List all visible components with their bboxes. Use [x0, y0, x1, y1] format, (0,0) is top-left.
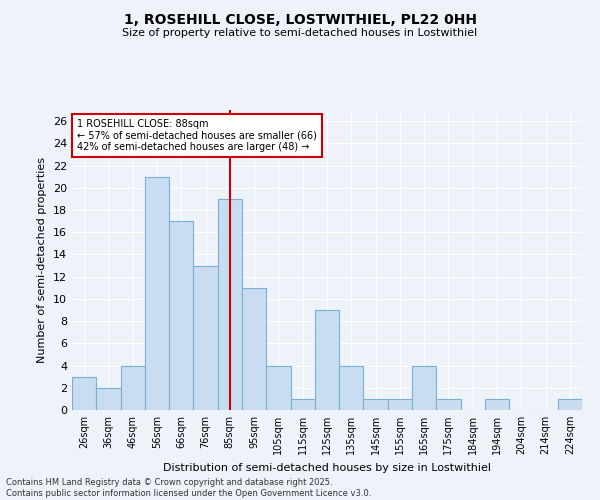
- Bar: [266, 366, 290, 410]
- Bar: [436, 399, 461, 410]
- Bar: [412, 366, 436, 410]
- Bar: [169, 221, 193, 410]
- Bar: [193, 266, 218, 410]
- Bar: [315, 310, 339, 410]
- Text: 1 ROSEHILL CLOSE: 88sqm
← 57% of semi-detached houses are smaller (66)
42% of se: 1 ROSEHILL CLOSE: 88sqm ← 57% of semi-de…: [77, 119, 317, 152]
- Bar: [558, 399, 582, 410]
- Bar: [145, 176, 169, 410]
- Bar: [72, 376, 96, 410]
- Bar: [485, 399, 509, 410]
- Bar: [242, 288, 266, 410]
- Bar: [388, 399, 412, 410]
- Bar: [218, 199, 242, 410]
- Y-axis label: Number of semi-detached properties: Number of semi-detached properties: [37, 157, 47, 363]
- Text: 1, ROSEHILL CLOSE, LOSTWITHIEL, PL22 0HH: 1, ROSEHILL CLOSE, LOSTWITHIEL, PL22 0HH: [124, 12, 476, 26]
- Bar: [96, 388, 121, 410]
- Text: Size of property relative to semi-detached houses in Lostwithiel: Size of property relative to semi-detach…: [122, 28, 478, 38]
- Bar: [364, 399, 388, 410]
- Bar: [290, 399, 315, 410]
- Text: Contains HM Land Registry data © Crown copyright and database right 2025.
Contai: Contains HM Land Registry data © Crown c…: [6, 478, 371, 498]
- Bar: [121, 366, 145, 410]
- Bar: [339, 366, 364, 410]
- X-axis label: Distribution of semi-detached houses by size in Lostwithiel: Distribution of semi-detached houses by …: [163, 462, 491, 472]
